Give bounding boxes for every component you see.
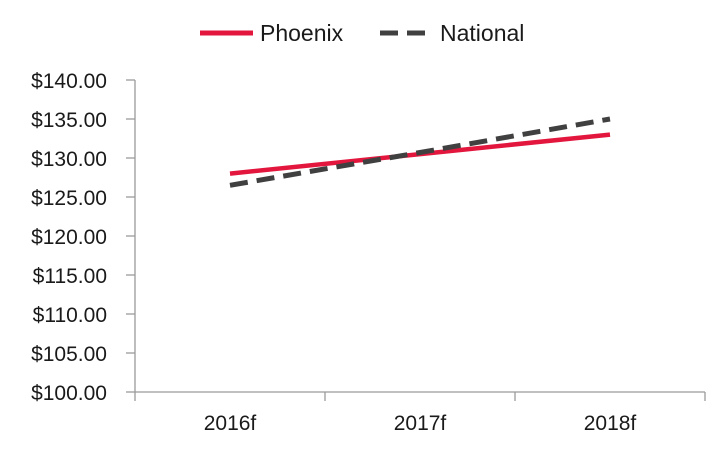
x-tick-label: 2017f <box>394 412 447 435</box>
y-tick-label: $105.00 <box>31 343 107 366</box>
y-tick-label: $140.00 <box>31 70 107 93</box>
x-tick-label: 2018f <box>584 412 637 435</box>
legend: Phoenix National <box>200 20 524 46</box>
legend-label-national: National <box>440 20 524 46</box>
y-tick-label: $100.00 <box>31 382 107 405</box>
y-tick-labels: $100.00 $105.00 $110.00 $115.00 $120.00 $125.… <box>31 70 107 405</box>
y-tick-label: $110.00 <box>33 304 107 327</box>
x-tick-labels: 2016f 2017f 2018f <box>204 412 637 435</box>
y-tick-label: $120.00 <box>31 226 107 249</box>
series-line-national <box>229 116 611 188</box>
x-tick-label: 2016f <box>204 412 257 435</box>
y-tick-label: $130.00 <box>31 148 107 171</box>
legend-label-phoenix: Phoenix <box>260 20 344 46</box>
axes <box>126 79 706 401</box>
series-lines <box>229 116 611 188</box>
y-tick-label: $125.00 <box>31 187 107 210</box>
y-tick-label: $115.00 <box>33 265 107 288</box>
y-tick-label: $135.00 <box>31 109 107 132</box>
